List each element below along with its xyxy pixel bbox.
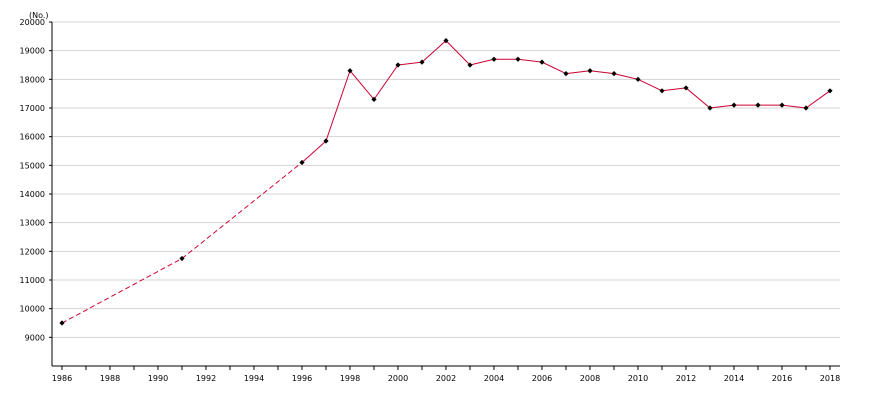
data-point-1996 (299, 159, 305, 166)
data-point-2014 (731, 102, 737, 108)
x-tick-label-1994: 1994 (244, 374, 264, 383)
line-segment-2012-2013 (685, 87, 711, 109)
data-point-2004 (491, 56, 497, 62)
data-point-2002 (443, 38, 449, 44)
line-segment-2008-2009 (589, 70, 615, 75)
y-tick-label-9000: 9000 (25, 333, 45, 342)
x-tick-label-2002: 2002 (436, 374, 456, 383)
data-point-2012 (683, 85, 689, 91)
data-point-1997 (323, 138, 329, 144)
data-point-2000 (395, 62, 401, 68)
data-point-2009 (611, 71, 617, 77)
x-tick-label-2016: 2016 (772, 374, 792, 383)
data-point-2018 (827, 88, 833, 94)
line-segment-2000-2001 (397, 61, 423, 66)
line-segment-2016-2017 (781, 104, 807, 109)
x-tick-label-2004: 2004 (484, 374, 504, 383)
data-point-1991 (179, 255, 185, 262)
data-point-2006 (539, 59, 545, 65)
x-tick-label-1996: 1996 (292, 374, 312, 383)
y-unit-label: (No.) (29, 11, 49, 20)
data-point-1999 (371, 96, 377, 102)
line-segment-2005-2006 (517, 58, 543, 63)
y-tick-label-11000: 11000 (20, 276, 45, 285)
line-segment-2011-2012 (661, 87, 687, 92)
y-tick-label-10000: 10000 (20, 305, 45, 314)
line-segment-2006-2007 (541, 61, 567, 75)
x-axis-ticks: 1986 1988 1990 1992 1994 1996 1998 2000 2002 2004… (52, 366, 840, 383)
data-point-2013 (707, 105, 713, 111)
data-point-2010 (635, 76, 641, 82)
y-tick-label-19000: 19000 (20, 47, 45, 56)
line-segment-2017-2018 (805, 90, 831, 109)
data-point-2017 (803, 105, 809, 111)
y-tick-label-12000: 12000 (20, 247, 45, 256)
x-tick-label-1998: 1998 (340, 374, 360, 383)
line-segment-2002-2003 (445, 40, 471, 66)
grid-lines (52, 21, 840, 338)
x-tick-label-1986: 1986 (52, 374, 72, 383)
line-segment-1991-1996 (181, 162, 303, 259)
line-segment-1986-1991 (61, 258, 183, 324)
y-tick-label-18000: 18000 (20, 75, 45, 84)
x-tick-label-1992: 1992 (196, 374, 216, 383)
data-point-2001 (419, 59, 425, 65)
data-point-2015 (755, 102, 761, 108)
data-point-2008 (587, 68, 593, 74)
line-segment-2009-2010 (613, 73, 639, 80)
data-point-1998 (347, 68, 353, 74)
data-point-2016 (779, 102, 785, 108)
data-point-1986 (59, 320, 65, 326)
line-segment-1998-1999 (349, 70, 375, 100)
y-axis-ticks: 9000 10000 11000 12000 13000 14000 15000 16000 1… (20, 18, 52, 342)
y-tick-label-15000: 15000 (20, 161, 45, 170)
data-point-2005 (515, 56, 521, 62)
line-segment-1997-1998 (325, 70, 351, 142)
line-segment-2003-2004 (469, 58, 495, 66)
x-tick-label-2010: 2010 (628, 374, 648, 383)
line-segment-1996-1997 (301, 140, 327, 163)
line-segment-2007-2008 (565, 70, 591, 75)
line-segment-2010-2011 (637, 78, 663, 92)
series-line (61, 40, 831, 324)
x-tick-label-2000: 2000 (388, 374, 408, 383)
x-tick-label-1990: 1990 (148, 374, 168, 383)
line-segment-2001-2002 (421, 40, 447, 63)
series-markers (59, 38, 833, 326)
y-tick-label-14000: 14000 (20, 190, 45, 199)
line-segment-2013-2014 (709, 104, 735, 109)
data-point-2011 (659, 88, 665, 94)
y-tick-label-17000: 17000 (20, 104, 45, 113)
data-point-2007 (563, 71, 569, 77)
data-point-2003 (467, 62, 473, 68)
x-tick-label-2006: 2006 (532, 374, 552, 383)
y-tick-label-13000: 13000 (20, 219, 45, 228)
y-tick-label-20000: 20000 (20, 18, 45, 27)
x-tick-label-2014: 2014 (724, 374, 744, 383)
x-tick-label-2012: 2012 (676, 374, 696, 383)
line-segment-1999-2000 (373, 64, 399, 100)
y-tick-label-16000: 16000 (20, 133, 45, 142)
x-tick-label-2018: 2018 (820, 374, 840, 383)
x-tick-label-1988: 1988 (100, 374, 120, 383)
x-tick-label-2008: 2008 (580, 374, 600, 383)
